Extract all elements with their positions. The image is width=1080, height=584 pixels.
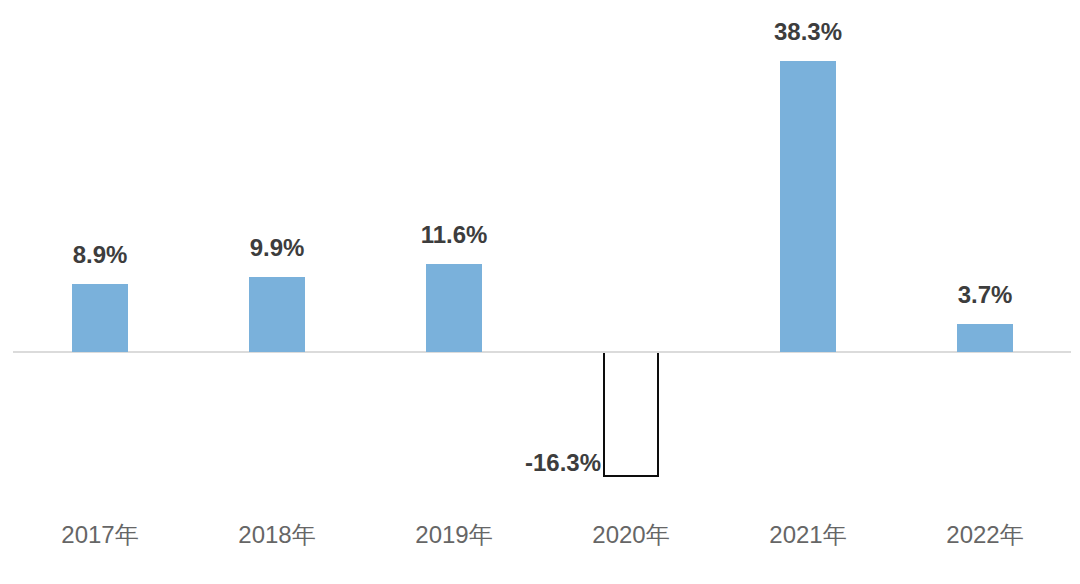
bar-2019年: [426, 264, 482, 352]
bar-2021年: [780, 61, 836, 352]
category-label-2019年: 2019年: [374, 520, 534, 550]
bar-2018年: [249, 277, 305, 352]
value-label-2017年: 8.9%: [30, 240, 170, 270]
category-label-2021年: 2021年: [728, 520, 888, 550]
x-axis-baseline: [13, 351, 1071, 353]
bar-2017年: [72, 284, 128, 352]
category-label-2018年: 2018年: [197, 520, 357, 550]
category-label-2022年: 2022年: [905, 520, 1065, 550]
value-label-2019年: 11.6%: [384, 220, 524, 250]
bar-2020年: [603, 353, 659, 477]
bar-chart: 8.9% 2017年 9.9% 2018年 11.6% 2019年 -16.3% 2020年 3…: [0, 0, 1080, 584]
value-label-2021年: 38.3%: [738, 17, 878, 47]
value-label-2020年: -16.3%: [453, 448, 601, 478]
category-label-2020年: 2020年: [551, 520, 711, 550]
bar-2022年: [957, 324, 1013, 352]
value-label-2018年: 9.9%: [207, 233, 347, 263]
value-label-2022年: 3.7%: [915, 280, 1055, 310]
category-label-2017年: 2017年: [20, 520, 180, 550]
